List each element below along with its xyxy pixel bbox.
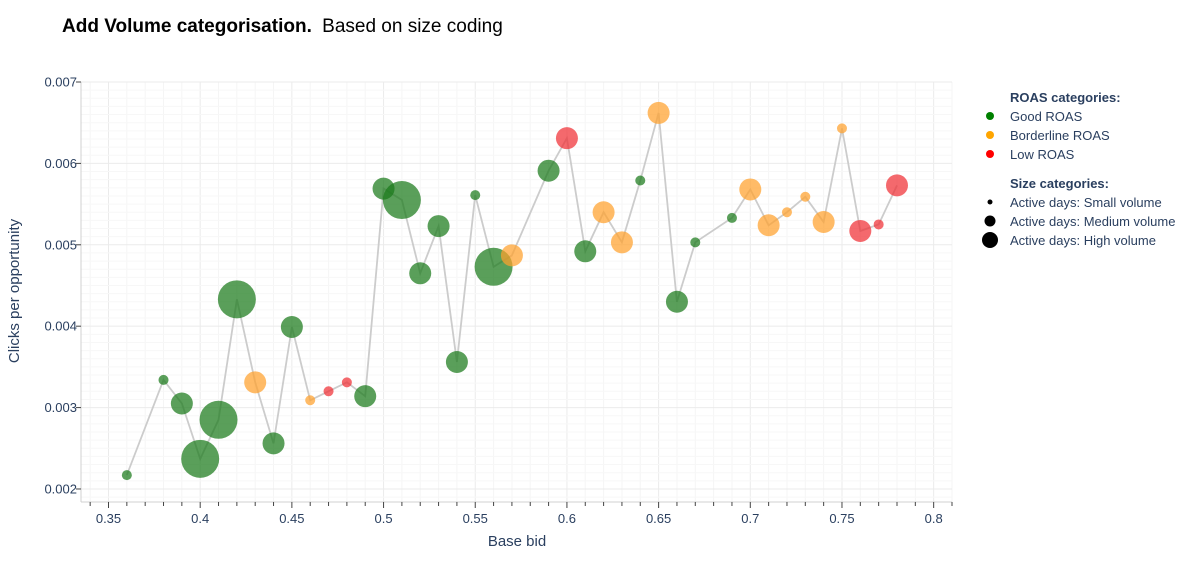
- y-tick-label: 0.004: [44, 319, 77, 334]
- data-point-borderline[interactable]: [647, 101, 670, 124]
- data-points: [121, 101, 908, 481]
- x-tick-label: 0.7: [741, 511, 759, 526]
- y-tick-label: 0.005: [44, 237, 77, 252]
- legend-label-small: Active days: Small volume: [1010, 195, 1162, 210]
- legend-marker-good: [986, 112, 994, 120]
- data-point-low[interactable]: [341, 377, 352, 388]
- data-point-good[interactable]: [121, 470, 132, 481]
- legend-marker-borderline: [986, 131, 994, 139]
- legend-item-low[interactable]: Low ROAS: [986, 147, 1075, 162]
- data-point-borderline[interactable]: [757, 214, 780, 237]
- x-tick-label: 0.35: [96, 511, 121, 526]
- data-point-good[interactable]: [574, 240, 597, 263]
- data-point-good[interactable]: [690, 237, 701, 248]
- legend-roas-title: ROAS categories:: [1010, 90, 1121, 105]
- x-tick-label: 0.65: [646, 511, 671, 526]
- legend-marker-small: [987, 199, 993, 205]
- x-tick-label: 0.75: [829, 511, 854, 526]
- legend-item-high-volume[interactable]: Active days: High volume: [982, 232, 1156, 248]
- x-axis-title: Base bid: [488, 533, 546, 550]
- y-tick-label: 0.003: [44, 400, 77, 415]
- legend-marker-high: [982, 232, 998, 248]
- data-point-borderline[interactable]: [592, 201, 615, 224]
- chart-title: Add Volume categorisation. Based on size…: [62, 16, 503, 37]
- legend-item-borderline[interactable]: Borderline ROAS: [986, 128, 1110, 143]
- data-point-good[interactable]: [537, 159, 560, 182]
- data-point-low[interactable]: [849, 219, 872, 242]
- data-point-borderline[interactable]: [812, 211, 835, 233]
- data-point-good[interactable]: [665, 290, 688, 313]
- legend-label-medium: Active days: Medium volume: [1010, 214, 1175, 229]
- legend-label-high: Active days: High volume: [1010, 233, 1156, 248]
- data-point-borderline[interactable]: [610, 231, 633, 254]
- data-point-good[interactable]: [635, 175, 646, 186]
- data-point-borderline[interactable]: [800, 191, 811, 202]
- data-point-borderline[interactable]: [739, 178, 762, 201]
- data-point-good[interactable]: [217, 280, 256, 319]
- y-tick-label: 0.007: [44, 75, 77, 90]
- data-point-low[interactable]: [873, 219, 884, 230]
- data-point-low[interactable]: [323, 386, 334, 397]
- legend-item-small-volume[interactable]: Active days: Small volume: [987, 195, 1162, 210]
- data-point-good[interactable]: [470, 190, 481, 201]
- data-point-good[interactable]: [354, 385, 377, 408]
- data-point-borderline[interactable]: [244, 371, 267, 394]
- data-point-good[interactable]: [445, 351, 468, 373]
- data-point-good[interactable]: [181, 439, 220, 478]
- data-point-good[interactable]: [158, 374, 169, 385]
- data-point-good[interactable]: [726, 212, 737, 223]
- data-point-good[interactable]: [199, 400, 238, 439]
- x-tick-label: 0.4: [191, 511, 209, 526]
- legend: ROAS categories: Good ROAS Borderline RO…: [982, 90, 1175, 248]
- x-tick-label: 0.45: [279, 511, 304, 526]
- axes: 0.35 0.4 0.45 0.5 0.55 0.6 0.65 0.7 0.75 0.8 0.002…: [44, 75, 953, 526]
- data-point-borderline[interactable]: [781, 207, 792, 218]
- data-point-borderline[interactable]: [836, 123, 847, 134]
- legend-label-borderline: Borderline ROAS: [1010, 128, 1110, 143]
- data-point-good[interactable]: [409, 262, 432, 285]
- legend-marker-low: [986, 150, 994, 158]
- y-tick-label: 0.006: [44, 156, 77, 171]
- data-point-good[interactable]: [427, 215, 450, 238]
- x-tick-label: 0.5: [375, 511, 393, 526]
- data-point-low[interactable]: [885, 174, 908, 197]
- data-point-good[interactable]: [262, 432, 285, 455]
- grid: [81, 81, 953, 502]
- data-point-low[interactable]: [555, 127, 578, 150]
- data-point-borderline[interactable]: [500, 244, 523, 267]
- y-tick-label: 0.002: [44, 481, 77, 496]
- data-point-borderline[interactable]: [305, 395, 316, 406]
- data-point-good[interactable]: [280, 316, 303, 338]
- chart-title-rest: Based on size coding: [322, 16, 503, 37]
- x-tick-label: 0.6: [558, 511, 576, 526]
- x-tick-label: 0.55: [463, 511, 488, 526]
- legend-size-title: Size categories:: [1010, 176, 1109, 191]
- legend-marker-medium: [984, 215, 996, 227]
- legend-label-low: Low ROAS: [1010, 147, 1075, 162]
- legend-label-good: Good ROAS: [1010, 109, 1083, 124]
- y-axis-title: Clicks per opportunity: [6, 218, 23, 363]
- chart-title-bold: Add Volume categorisation.: [62, 16, 312, 37]
- legend-item-medium-volume[interactable]: Active days: Medium volume: [984, 214, 1176, 229]
- legend-item-good[interactable]: Good ROAS: [986, 109, 1083, 124]
- data-point-good[interactable]: [382, 181, 421, 220]
- data-point-good[interactable]: [170, 392, 193, 415]
- x-tick-label: 0.8: [925, 511, 943, 526]
